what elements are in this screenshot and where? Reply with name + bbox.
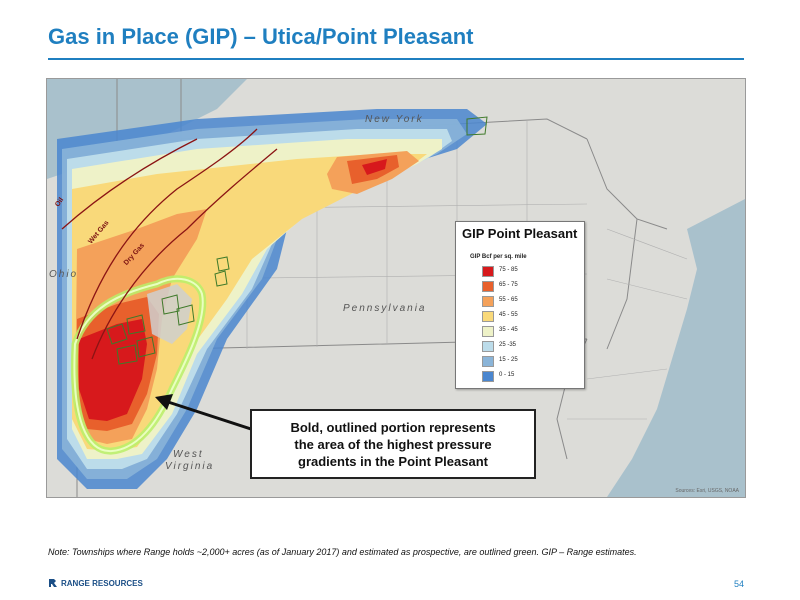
oil-boundary-line xyxy=(61,138,198,230)
legend-swatch xyxy=(482,281,494,292)
gip-band-75-85 xyxy=(79,159,387,421)
legend-subtitle: GIP Bcf per sq. mile xyxy=(470,254,527,260)
callout-line-3: gradients in the Point Pleasant xyxy=(298,453,488,469)
legend-swatch xyxy=(482,341,494,352)
logo-text: RANGE RESOURCES xyxy=(61,578,143,588)
west-label: West xyxy=(173,449,204,460)
callout-box: Bold, outlined portion represents the ar… xyxy=(250,409,536,479)
legend-label: 15 - 25 xyxy=(499,357,518,363)
footnote: Note: Townships where Range holds ~2,000… xyxy=(48,547,637,557)
gip-map: New York Ohio Pennsylvania West Virginia… xyxy=(46,78,746,498)
callout-arrow xyxy=(155,394,258,433)
legend-swatch xyxy=(482,356,494,367)
pennsylvania-label: Pennsylvania xyxy=(343,303,427,314)
title-underline xyxy=(48,58,744,60)
legend-swatch xyxy=(482,266,494,277)
slide-title: Gas in Place (GIP) – Utica/Point Pleasan… xyxy=(48,24,474,49)
callout-line-1: Bold, outlined portion represents xyxy=(290,419,496,435)
legend-label: 35 - 45 xyxy=(499,327,518,333)
map-attribution: Sources: Esri, USGS, NOAA xyxy=(675,488,739,494)
highest-pressure-gradient-outline-inner xyxy=(73,277,204,453)
page-number: 54 xyxy=(733,579,744,589)
legend-swatch xyxy=(482,311,494,322)
callout-line-2: the area of the highest pressure xyxy=(294,436,492,452)
logo-mark-icon xyxy=(49,579,57,587)
range-township-outlines xyxy=(106,116,488,365)
gip-band-55-65 xyxy=(75,151,419,444)
virginia-label: Virginia xyxy=(165,461,215,472)
atlantic-ocean xyxy=(607,199,745,497)
range-resources-logo: RANGE RESOURCES xyxy=(48,577,143,589)
new-york-label: New York xyxy=(365,114,424,125)
legend-title: GIP Point Pleasant xyxy=(462,226,578,241)
fairway-boundaries xyxy=(61,128,278,360)
map-canvas xyxy=(47,79,745,497)
legend-label: 25 -35 xyxy=(499,342,517,348)
legend-label: 45 - 55 xyxy=(499,312,518,318)
ohio-label: Ohio xyxy=(49,269,79,280)
legend-swatch xyxy=(482,326,494,337)
gip-legend: GIP Point Pleasant GIP Bcf per sq. mile … xyxy=(455,221,585,389)
legend-label: 55 - 65 xyxy=(499,297,518,303)
legend-swatch xyxy=(482,296,494,307)
range-acreage-area xyxy=(147,284,192,344)
legend-swatch xyxy=(482,371,494,382)
legend-label: 65 - 75 xyxy=(499,282,518,288)
wet-gas-boundary-line xyxy=(76,128,258,340)
legend-label: 0 - 15 xyxy=(499,372,515,378)
dry-gas-boundary-line xyxy=(91,148,278,360)
long-island-sound xyxy=(702,209,745,244)
legend-label: 75 - 85 xyxy=(499,267,518,273)
